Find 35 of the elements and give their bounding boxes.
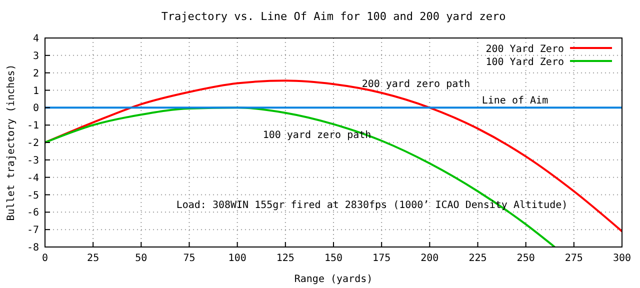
y-tick-label: -7 — [26, 225, 39, 236]
line-series — [45, 80, 622, 232]
legend-label: 200 Yard Zero — [486, 44, 564, 55]
x-tick-label: 50 — [135, 253, 148, 264]
y-tick-label: -2 — [26, 138, 39, 149]
y-tick-label: -5 — [26, 190, 39, 202]
y-tick-label: 0 — [32, 103, 39, 114]
y-tick-label: 3 — [32, 50, 39, 62]
y-tick-label: 4 — [32, 34, 39, 44]
y-tick-label: -1 — [26, 120, 39, 132]
x-tick-label: 200 — [420, 253, 439, 264]
x-tick-label: 75 — [183, 253, 196, 264]
x-tick-label: 300 — [612, 253, 632, 264]
annotation: 200 yard zero path — [362, 79, 470, 90]
x-tick-label: 150 — [324, 253, 343, 264]
y-tick-label: 1 — [32, 86, 39, 97]
chart-title: Trajectory vs. Line Of Aim for 100 and 200 yard zero — [161, 10, 506, 23]
x-tick-label: 0 — [42, 253, 48, 264]
legend-label: 100 Yard Zero — [486, 57, 564, 68]
annotation: 100 yard zero path — [262, 130, 372, 141]
x-tick-label: 225 — [468, 253, 487, 264]
x-tick-label: 275 — [564, 253, 583, 264]
x-axis-title: Range (yards) — [294, 274, 373, 285]
y-tick-label: -6 — [26, 208, 39, 219]
y-tick-label: -8 — [26, 242, 39, 254]
x-tick-label: 250 — [516, 253, 535, 264]
x-tick-label: 100 — [228, 253, 246, 264]
ref-line-label: Line of Aim — [482, 96, 548, 107]
y-tick-label: -3 — [26, 155, 39, 166]
y-tick-label: -4 — [26, 172, 39, 184]
y-tick-label: 2 — [32, 68, 39, 80]
x-tick-label: 25 — [87, 253, 100, 264]
y-axis-title: Bullet trajectory (inches) — [6, 64, 17, 221]
x-tick-label: 175 — [372, 253, 391, 264]
x-tick-label: 125 — [276, 253, 294, 264]
